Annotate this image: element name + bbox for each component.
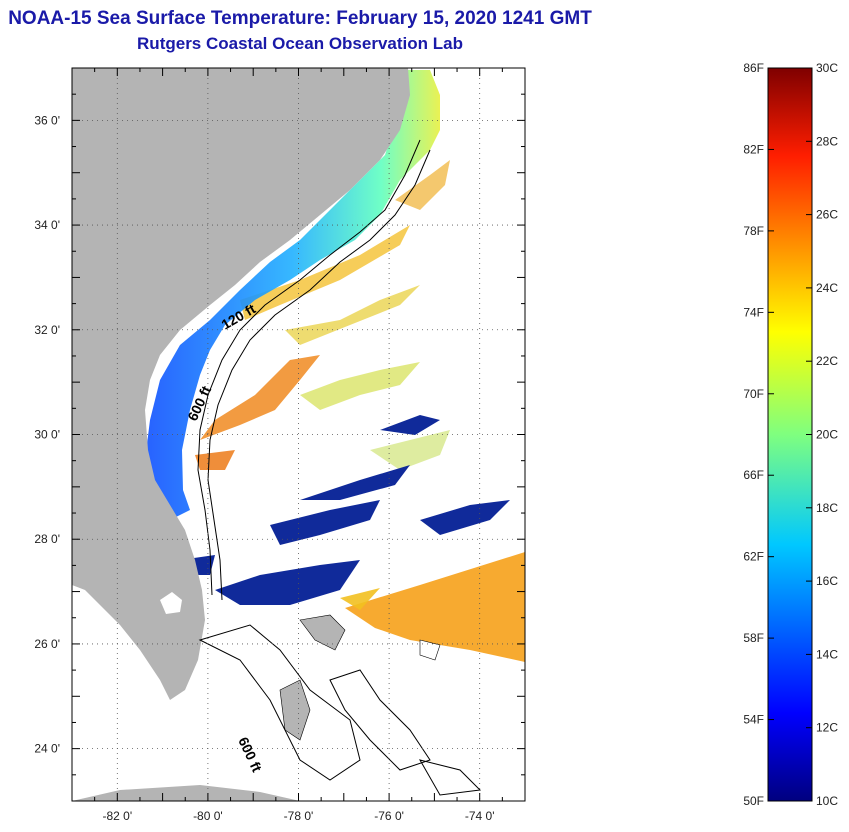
lake-okeechobee xyxy=(160,592,182,614)
lat-tick-label: 36 0' xyxy=(34,113,60,127)
map-subtitle: Rutgers Coastal Ocean Observation Lab xyxy=(137,34,463,53)
lat-tick-label: 28 0' xyxy=(34,532,60,546)
colorbar-c-label: 18C xyxy=(816,501,838,515)
map-area: 120 ft 600 ft 600 ft xyxy=(72,68,525,801)
colorbar-c-label: 20C xyxy=(816,428,838,442)
colorbar-f-label: 58F xyxy=(743,631,764,645)
map-title: NOAA-15 Sea Surface Temperature: Februar… xyxy=(8,8,592,29)
colorbar-c-label: 12C xyxy=(816,721,838,735)
colorbar-f-label: 66F xyxy=(743,468,764,482)
colorbar-c-label: 14C xyxy=(816,647,838,661)
colorbar-c-label: 22C xyxy=(816,354,838,368)
colorbar-c-label: 16C xyxy=(816,574,838,588)
lat-tick-label: 26 0' xyxy=(34,637,60,651)
colorbar-c-label: 28C xyxy=(816,134,838,148)
cuba-edge xyxy=(72,785,300,801)
colorbar-f-label: 54F xyxy=(743,713,764,727)
warm-sst-patches xyxy=(195,160,525,662)
lat-tick-label: 24 0' xyxy=(34,742,60,756)
bathymetry-contours xyxy=(197,139,482,796)
lat-tick-label: 32 0' xyxy=(34,323,60,337)
us-landmass xyxy=(72,68,410,700)
colorbar-f-label: 62F xyxy=(743,550,764,564)
colorbar-f-label: 50F xyxy=(743,794,764,808)
bahamas-islands xyxy=(279,614,441,741)
coastal-sst-band xyxy=(145,70,440,520)
colorbar-c-label: 24C xyxy=(816,281,838,295)
lat-tick-label: 34 0' xyxy=(34,218,60,232)
lon-tick-label: -78 0' xyxy=(284,809,314,823)
colorbar-f-label: 78F xyxy=(743,224,764,238)
lon-tick-label: -74 0' xyxy=(465,809,495,823)
lat-tick-label: 30 0' xyxy=(34,428,60,442)
colorbar-c-label: 10C xyxy=(816,794,838,808)
colorbar-c-label: 30C xyxy=(816,61,838,75)
colorbar-f-label: 74F xyxy=(743,305,764,319)
colorbar-c-label: 26C xyxy=(816,208,838,222)
colorbar xyxy=(767,67,813,802)
lon-tick-label: -80 0' xyxy=(193,809,223,823)
map-gridlines xyxy=(72,68,525,801)
lon-tick-label: -76 0' xyxy=(374,809,404,823)
colorbar-f-label: 82F xyxy=(743,142,764,156)
colorbar-ticks: 30C 28C 26C 24C 22C 20C 18C 16C 14C 12C 10C 86F 82F 7… xyxy=(743,61,838,808)
colorbar-f-label: 70F xyxy=(743,387,764,401)
map-axes: -82 0' -80 0' -78 0' -76 0' -74 0' 36 0' 34 0'… xyxy=(34,67,526,823)
lon-tick-label: -82 0' xyxy=(102,809,132,823)
colorbar-f-label: 86F xyxy=(743,61,764,75)
